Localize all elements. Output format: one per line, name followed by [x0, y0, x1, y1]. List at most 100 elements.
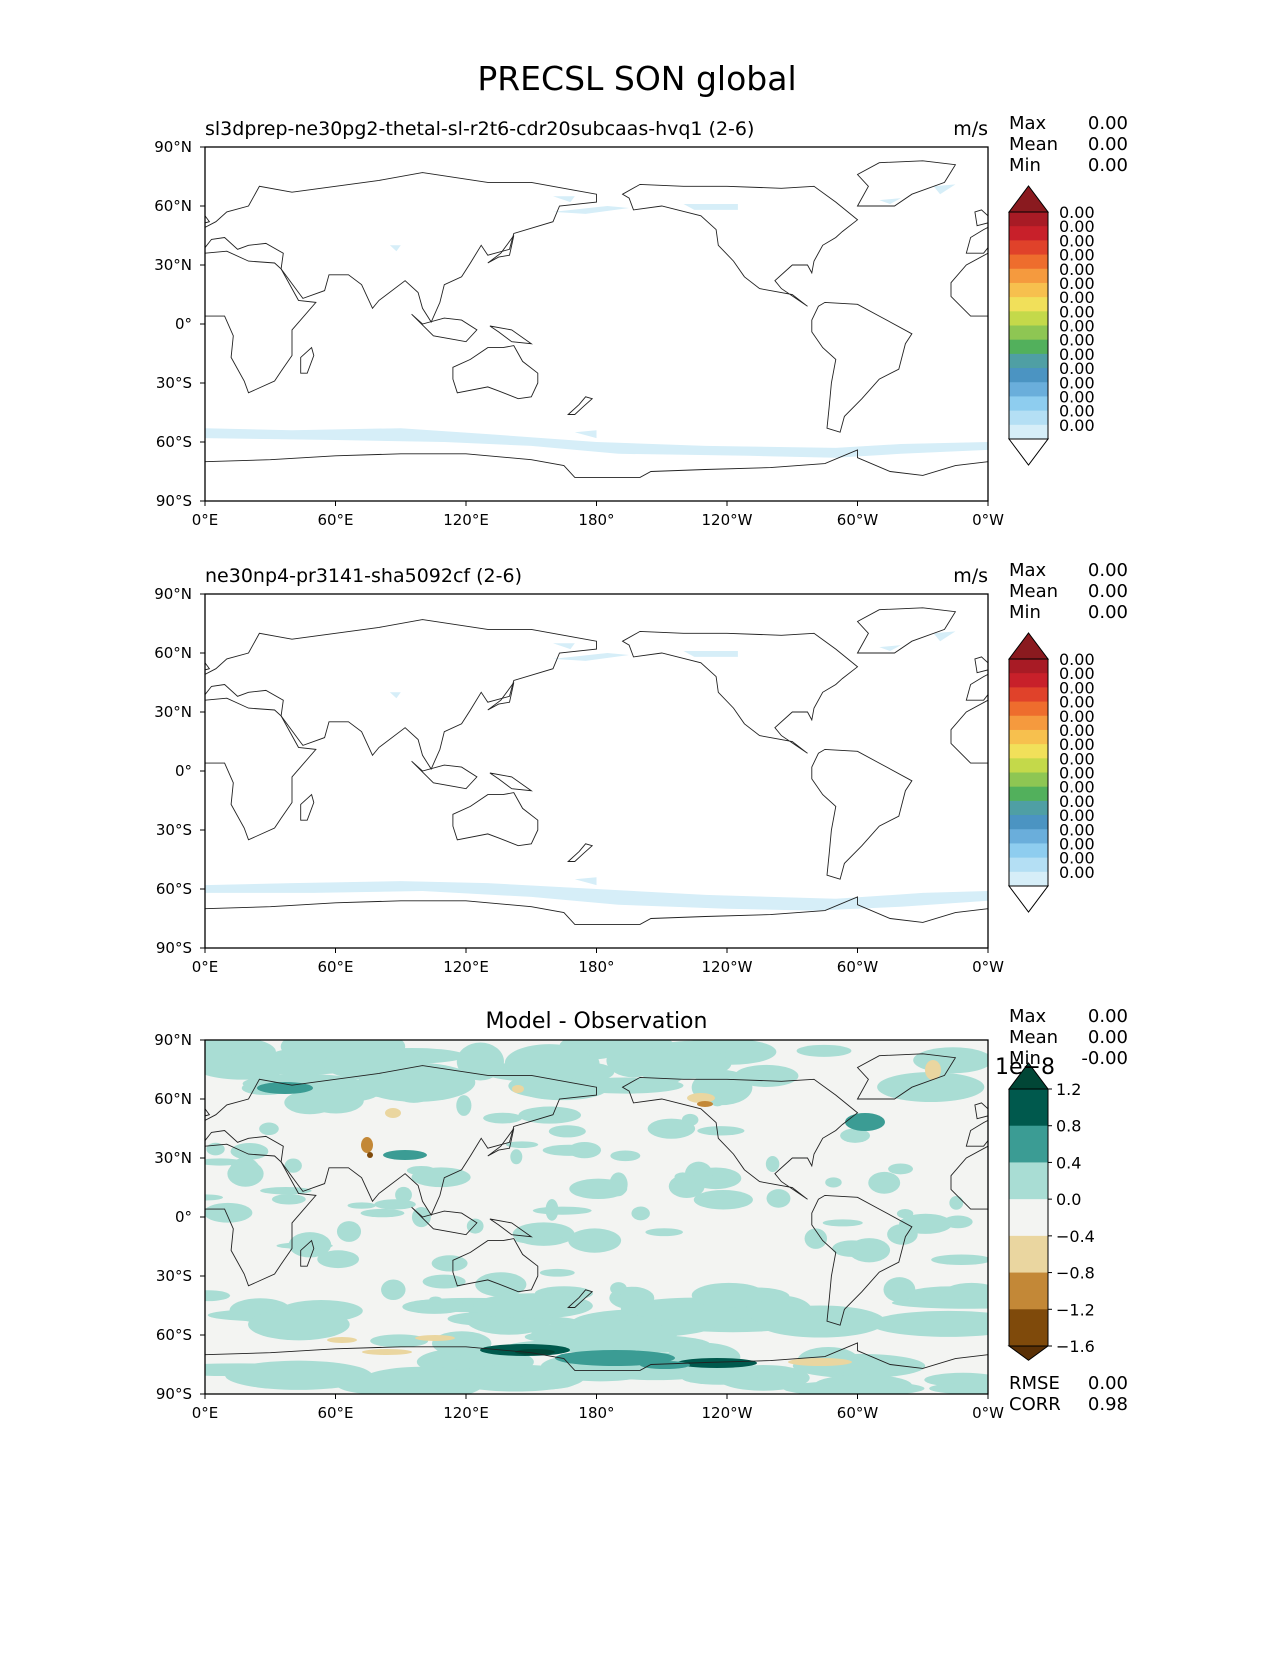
coastline-madagascar — [300, 793, 315, 821]
diff-strong-positive — [845, 1113, 885, 1131]
x-tick-label: 0°W — [972, 1404, 1004, 1422]
colorbar-tick-label: 0.00 — [1059, 834, 1095, 853]
coastline-antarctica — [205, 1342, 988, 1394]
stat-value-mean: 0.00 — [1088, 1027, 1128, 1048]
y-tick-label: 60°N — [154, 197, 192, 215]
x-tick-label: 60°W — [837, 958, 879, 976]
colorbar-extend-bottom — [1008, 438, 1049, 466]
coastline-japan — [487, 235, 515, 264]
colorbar-tick-label: 0.00 — [1059, 203, 1095, 222]
diff-blob-south — [929, 1382, 988, 1394]
diff-blob-tropics — [888, 1163, 913, 1175]
colorbar-tick-label: 0.00 — [1059, 735, 1095, 754]
precip-patch — [683, 204, 738, 210]
coastline-uk — [205, 662, 211, 671]
diff-strong-positive — [383, 1150, 427, 1160]
colorbar-tick-label: 0.00 — [1059, 749, 1095, 768]
colorbar-tick-label: 0.00 — [1059, 650, 1095, 669]
colorbar-tick-label: 0.00 — [1059, 849, 1095, 868]
diff-blob-tropics — [766, 1189, 791, 1208]
coastline-madagascar — [300, 1239, 315, 1267]
diff-blob-south — [402, 1299, 467, 1314]
colorbar-tick-label: 0.00 — [1059, 231, 1095, 250]
y-tick-label: 90°S — [156, 939, 192, 957]
y-tick-label: 90°N — [154, 585, 192, 603]
diff-blob-south — [357, 1366, 484, 1394]
coastline-south_america — [811, 748, 913, 880]
diff-blob-tropics — [631, 1206, 650, 1221]
difference-field — [205, 1040, 988, 1394]
diff-strong-positive — [640, 1361, 690, 1369]
colorbar-frame — [1008, 1088, 1049, 1347]
y-tick-label: 30°N — [154, 256, 192, 274]
diff-blob-tropics — [259, 1122, 279, 1136]
coastlines — [205, 160, 988, 501]
precip-patch — [879, 198, 901, 204]
colorbar-extend-top — [1008, 632, 1049, 660]
colorbar-swatch — [1009, 701, 1048, 717]
diff-blob-tropics — [347, 1202, 376, 1209]
y-tick-label: 90°S — [156, 1385, 192, 1403]
figure-title: PRECSL SON global — [477, 59, 796, 98]
colorbar-tick-label: 0.00 — [1059, 402, 1095, 421]
colorbar-swatch — [1009, 226, 1048, 241]
colorbar-tick-label: 0.4 — [1056, 1153, 1081, 1172]
diff-blob-north — [877, 1072, 985, 1102]
colorbar-tick-label: 0.00 — [1059, 764, 1095, 783]
y-tick-label: 30°N — [154, 1149, 192, 1167]
colorbar-swatch — [1009, 353, 1048, 369]
colorbar-swatch — [1009, 772, 1048, 788]
x-tick-label: 60°W — [837, 1404, 879, 1422]
colorbar-swatch — [1009, 1235, 1048, 1274]
colorbar: 0.000.000.000.000.000.000.000.000.000.00… — [1008, 185, 1095, 466]
colorbar-tick-label: 0.00 — [1059, 260, 1095, 279]
colorbar-tick-label: 0.00 — [1059, 288, 1095, 307]
diff-blob-tropics — [697, 1126, 745, 1136]
panel-1: sl3dprep-ne30pg2-thetal-sl-r2t6-cdr20sub… — [154, 113, 1128, 529]
stat-value-min: 0.00 — [1088, 602, 1128, 623]
diff-blob-tropics — [518, 1106, 582, 1124]
stat-value-min: -0.00 — [1081, 1048, 1128, 1069]
diff-blob-tropics — [431, 1255, 468, 1272]
colorbar-swatch — [1009, 871, 1048, 887]
colorbar-swatch — [1009, 829, 1048, 844]
x-tick-label: 180° — [578, 1404, 614, 1422]
coastline-uk — [974, 209, 988, 227]
diff-blob-tropics — [260, 1187, 312, 1195]
diff-blob-tropics — [336, 1221, 362, 1242]
precip-patch — [389, 245, 401, 252]
diff-blob-tropics — [514, 1236, 567, 1245]
colorbar-swatch — [1009, 673, 1048, 688]
colorbar-swatch — [1009, 857, 1048, 873]
y-tick-label: 0° — [175, 762, 192, 780]
y-tick-label: 90°N — [154, 1031, 192, 1049]
stat-label-max: Max — [1009, 113, 1047, 134]
diff-blob-tropics — [931, 1254, 988, 1266]
diff-blob-tropics — [804, 1228, 828, 1249]
colorbar-tick-label: 0.00 — [1059, 778, 1095, 797]
coastline-japan — [487, 1128, 515, 1157]
colorbar-extend-bottom — [1007, 1345, 1050, 1361]
diff-negative — [697, 1101, 713, 1107]
precip-patch — [553, 196, 575, 203]
diff-blob-north — [456, 1042, 504, 1081]
diff-blob-tropics — [848, 1238, 891, 1263]
diff-blob-north — [224, 1051, 286, 1072]
stat-value-rmse: 0.00 — [1088, 1373, 1128, 1394]
coastline-antarctica — [205, 896, 988, 948]
diff-blob-north — [796, 1044, 852, 1057]
colorbar-tick-label: 0.00 — [1059, 345, 1095, 364]
colorbar-tick-label: 0.00 — [1059, 416, 1095, 435]
coastline-greenland — [856, 160, 957, 207]
colorbar-swatch — [1009, 424, 1048, 440]
diff-strong-positive — [257, 1082, 313, 1094]
x-tick-label: 180° — [578, 958, 614, 976]
y-tick-label: 30°S — [156, 821, 192, 839]
diff-blob-tropics — [545, 1199, 559, 1221]
x-tick-label: 60°E — [317, 958, 353, 976]
colorbar-swatch — [1009, 212, 1048, 227]
colorbar-tick-label: 0.00 — [1059, 806, 1095, 825]
diff-negative — [512, 1085, 524, 1093]
colorbar-tick-label: 0.00 — [1059, 359, 1095, 378]
